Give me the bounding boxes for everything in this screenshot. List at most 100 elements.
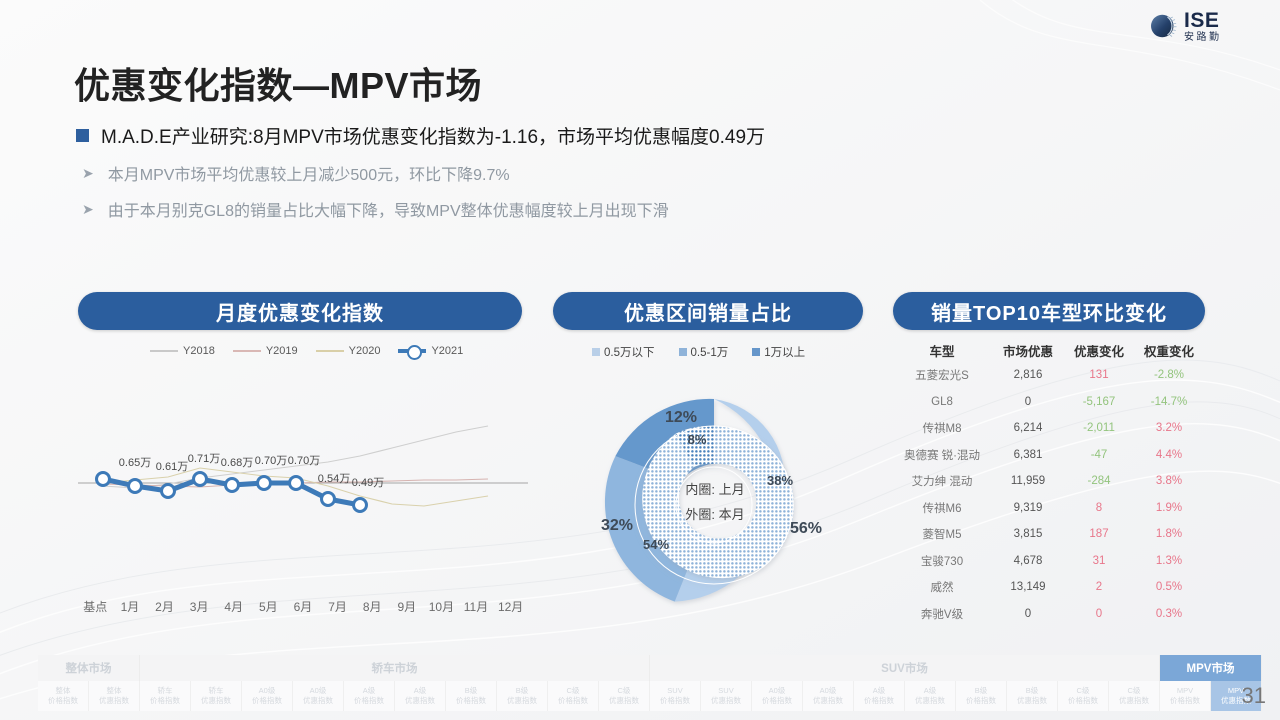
legend-swatch-y2018 xyxy=(150,350,178,352)
cell-model: 宝骏730 xyxy=(920,555,964,568)
nav-item-7[interactable]: A级 优惠指数 xyxy=(395,681,446,711)
square-bullet-icon xyxy=(76,129,89,142)
legend-swatch-0-5-to-1 xyxy=(678,348,687,356)
x-label: 9月 xyxy=(397,600,417,614)
cell-change: 187 xyxy=(1089,528,1109,541)
nav-item-line1: A级 xyxy=(872,685,886,695)
nav-item-11[interactable]: C级 优惠指数 xyxy=(599,681,650,711)
nav-item-21[interactable]: C级 优惠指数 xyxy=(1109,681,1160,711)
bullet-text-2: 由于本月别克GL8的销量占比大幅下降，导致MPV整体优惠幅度较上月出现下滑 xyxy=(107,203,669,220)
x-label: 3月 xyxy=(189,600,209,614)
cell-discount: 9,319 xyxy=(1013,501,1043,514)
nav-item-18[interactable]: B级 价格指数 xyxy=(956,681,1007,711)
cell-change: -47 xyxy=(1090,448,1108,461)
nav-item-13[interactable]: SUV 优惠指数 xyxy=(701,681,752,711)
logo-brand: ISE xyxy=(1184,8,1220,32)
page-number: 31 xyxy=(1241,683,1266,708)
column-header-model: 车型 xyxy=(929,344,955,359)
nav-item-line2: 价格指数 xyxy=(252,696,282,705)
legend-label-over-1: 1万以上 xyxy=(764,347,806,359)
nav-item-10[interactable]: C级 价格指数 xyxy=(548,681,599,711)
nav-item-line1: MPV xyxy=(1176,685,1194,695)
cell-weight: 3.2% xyxy=(1155,422,1183,435)
table-row: 威然 13,149 2 0.5% xyxy=(893,574,1205,601)
nav-item-line2: 价格指数 xyxy=(864,696,894,705)
panel-title-line-chart: 月度优惠变化指数 xyxy=(78,292,522,330)
cell-discount: 0 xyxy=(1024,607,1032,620)
table-row: 宝骏730 4,678 31 1.3% xyxy=(893,548,1205,575)
nav-group-label: 整体市场 xyxy=(65,663,112,675)
x-label: 5月 xyxy=(259,600,278,614)
cell-model: 五菱宏光S xyxy=(915,370,969,383)
nav-item-6[interactable]: A级 价格指数 xyxy=(344,681,395,711)
page-title: 优惠变化指数—MPV市场 xyxy=(74,65,483,106)
panel-title-table: 销量TOP10车型环比变化 xyxy=(893,292,1205,330)
nav-item-row: 整体 价格指数 整体 优惠指数 轿车 价格指数 轿车 优惠指数 A0级 价格指数 A0级优… xyxy=(38,681,1262,711)
nav-group-mpv[interactable]: MPV市场 xyxy=(1160,655,1262,681)
x-label: 11月 xyxy=(463,600,489,614)
cell-discount: 4,678 xyxy=(1013,554,1043,567)
nav-item-19[interactable]: B级 优惠指数 xyxy=(1007,681,1058,711)
nav-item-line2: 价格指数 xyxy=(150,696,180,705)
nav-item-line2: 优惠指数 xyxy=(201,696,231,705)
nav-item-14[interactable]: A0级 价格指数 xyxy=(752,681,803,711)
nav-item-9[interactable]: B级 优惠指数 xyxy=(497,681,548,711)
legend-swatch-y2020 xyxy=(315,350,344,352)
nav-item-4[interactable]: A0级 价格指数 xyxy=(242,681,293,711)
nav-item-line1: A0级 xyxy=(309,685,327,695)
x-label: 4月 xyxy=(224,600,244,614)
x-label: 10月 xyxy=(428,600,455,614)
nav-item-8[interactable]: B级 价格指数 xyxy=(446,681,497,711)
nav-item-line1: A0级 xyxy=(258,685,276,695)
cell-weight: -14.7% xyxy=(1150,395,1188,408)
nav-item-17[interactable]: A级 优惠指数 xyxy=(905,681,956,711)
outer-label-12: 12% xyxy=(665,409,697,426)
cell-change: -5,167 xyxy=(1082,395,1116,408)
nav-item-line2: 价格指数 xyxy=(1068,696,1098,705)
cell-weight: 4.4% xyxy=(1155,448,1183,461)
nav-item-line2: 优惠指数 xyxy=(507,696,537,705)
nav-item-12[interactable]: SUV 价格指数 xyxy=(650,681,701,711)
nav-item-15[interactable]: A0级 优惠指数 xyxy=(803,681,854,711)
line-chart-x-axis-labels: 基点 1月 2月 3月 4月 5月 6月 7月 8月 9月 10月 11月 12… xyxy=(78,598,528,615)
nav-item-line2: 价格指数 xyxy=(1170,696,1200,705)
nav-item-line1: 轿车 xyxy=(157,685,173,695)
nav-item-5[interactable]: A0级 优惠指数 xyxy=(293,681,344,711)
legend-swatch-y2019 xyxy=(232,350,261,352)
bullet-item-2: ➤ 由于本月别克GL8的销量占比大幅下降，导致MPV整体优惠幅度较上月出现下滑 xyxy=(82,197,669,221)
cell-discount: 0 xyxy=(1024,395,1032,408)
column-header-weight: 权重变化 xyxy=(1143,344,1194,359)
bullet-item-1: ➤ 本月MPV市场平均优惠较上月减少500元，环比下降9.7% xyxy=(82,161,510,185)
nav-item-1[interactable]: 整体 优惠指数 xyxy=(89,681,140,711)
nav-item-22[interactable]: MPV 价格指数 xyxy=(1160,681,1211,711)
nav-item-line1: C级 xyxy=(617,685,631,695)
nav-item-line1: A0级 xyxy=(819,685,837,695)
legend-swatch-over-1 xyxy=(752,348,761,356)
nav-group-overall[interactable]: 整体市场 xyxy=(38,655,140,681)
company-logo: ISE 安路勤 xyxy=(1148,6,1266,46)
nav-item-20[interactable]: C级 价格指数 xyxy=(1058,681,1109,711)
nav-item-3[interactable]: 轿车 优惠指数 xyxy=(191,681,242,711)
donut-center-outer-label: 外圈: 本月 xyxy=(685,506,745,522)
nav-item-line1: A级 xyxy=(413,685,427,695)
nav-group-sedan[interactable]: 轿车市场 xyxy=(140,655,650,681)
table-header-row: 车型 市场优惠 优惠变化 权重变化 xyxy=(893,338,1205,362)
cell-discount: 3,815 xyxy=(1013,528,1043,541)
nav-group-suv[interactable]: SUV市场 xyxy=(650,655,1160,681)
x-label: 基点 xyxy=(83,600,108,614)
cell-discount: 6,381 xyxy=(1013,448,1043,461)
nav-item-line2: 价格指数 xyxy=(558,696,588,705)
cell-change: 8 xyxy=(1095,501,1103,514)
column-header-discount: 市场优惠 xyxy=(1002,344,1053,359)
data-label: 0.65万 xyxy=(119,457,151,469)
bottom-navigation-bar: 整体市场 轿车市场 SUV市场 MPV市场 整体 价格指数 整体 优惠指数 轿车 价格… xyxy=(0,655,1280,720)
cell-model: GL8 xyxy=(931,395,953,408)
nav-item-line1: SUV xyxy=(718,685,734,695)
cell-change: 31 xyxy=(1092,554,1106,567)
nav-item-2[interactable]: 轿车 价格指数 xyxy=(140,681,191,711)
nav-item-16[interactable]: A级 价格指数 xyxy=(854,681,905,711)
cell-model: 菱智M5 xyxy=(922,529,962,542)
legend-label-0-5-to-1: 0.5-1万 xyxy=(690,347,729,359)
nav-item-0[interactable]: 整体 价格指数 xyxy=(38,681,89,711)
legend-label-y2018: Y2018 xyxy=(183,345,215,357)
